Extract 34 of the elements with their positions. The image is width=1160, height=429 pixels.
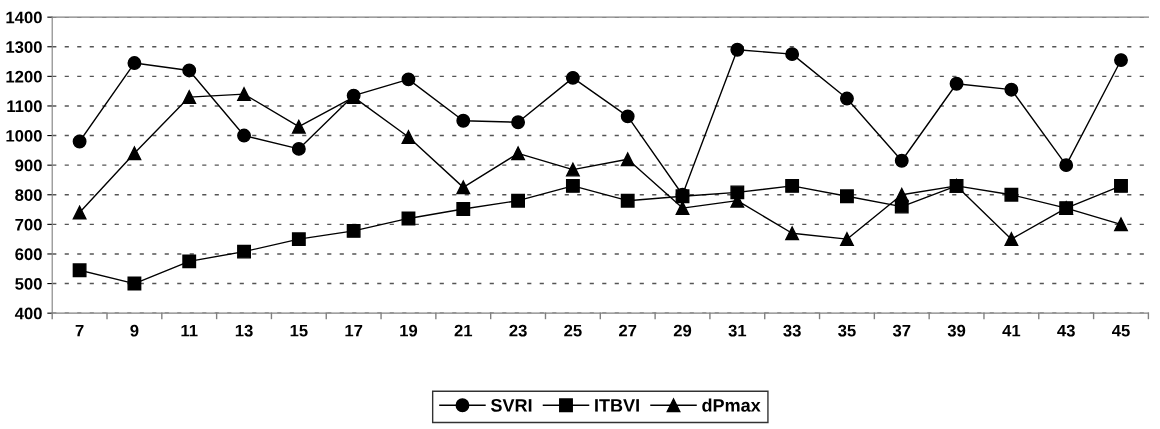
y-tick-label: 900 (15, 159, 42, 172)
x-tick-label: 45 (1111, 324, 1130, 337)
x-tick-label: 33 (783, 324, 801, 337)
x-tick-label: 29 (673, 324, 692, 337)
y-tick-label: 800 (15, 189, 42, 201)
x-tick-label: 23 (509, 324, 527, 337)
y-tick-label: 1000 (6, 129, 42, 142)
x-tick-label: 13 (235, 324, 253, 337)
x-tick-label: 31 (728, 324, 747, 337)
x-tick-label: 15 (290, 324, 308, 337)
x-tick-label: 7 (75, 324, 84, 337)
y-tick-label: 500 (15, 277, 42, 290)
x-tick-label: 17 (345, 324, 363, 337)
x-tick-label: 19 (400, 324, 418, 337)
y-tick-label: 600 (15, 248, 42, 261)
y-tick-label: 400 (14, 307, 42, 320)
y-tick-label: 1400 (6, 11, 42, 24)
x-tick-label: 41 (1002, 324, 1021, 337)
legend-label: SVRI (490, 398, 532, 412)
legend-label: ITBVI (595, 399, 639, 412)
x-tick-label: 39 (947, 324, 966, 337)
x-tick-label: 37 (892, 324, 911, 337)
x-tick-label: 21 (454, 324, 473, 337)
x-tick-label: 9 (130, 324, 139, 337)
y-tick-label: 1200 (6, 70, 42, 83)
y-tick-label: 700 (15, 218, 42, 231)
x-tick-label: 43 (1057, 324, 1075, 337)
x-tick-label: 35 (838, 324, 856, 337)
x-tick-label: 25 (564, 324, 582, 337)
x-tick-label: 11 (181, 324, 198, 337)
y-tick-label: 1300 (6, 41, 42, 53)
y-tick-label: 1100 (7, 100, 42, 113)
x-tick-label: 27 (619, 324, 637, 337)
legend-label: dPmax (702, 398, 761, 412)
